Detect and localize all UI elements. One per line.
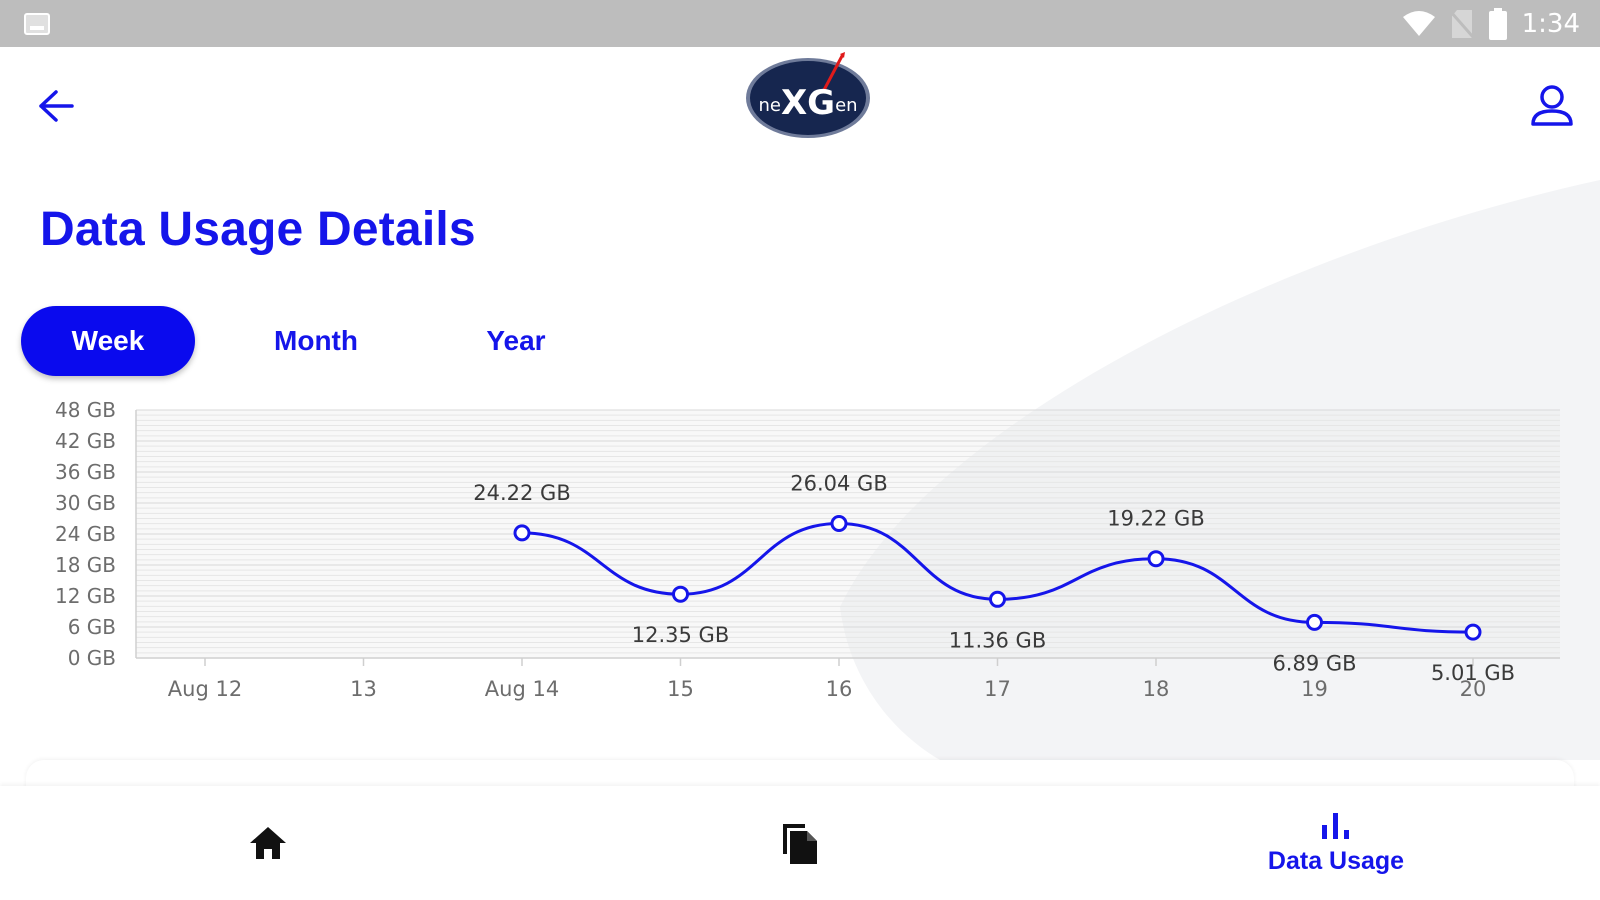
y-tick-label: 12 GB (55, 584, 116, 608)
bottom-nav-bar: Data Usage (0, 786, 1600, 900)
y-tick-label: 0 GB (68, 646, 116, 670)
x-tick-label: Aug 12 (168, 677, 242, 701)
tab-month[interactable]: Month (274, 325, 358, 356)
chart-axes (135, 410, 1560, 659)
y-axis-ticks: 0 GB 6 GB 12 GB 18 GB 24 GB 30 GB 36 GB 42 GB 48… (55, 400, 116, 670)
data-label: 6.89 GB (1272, 651, 1356, 675)
data-point (513, 524, 531, 542)
nav-home[interactable] (208, 786, 328, 900)
content-card-edge (26, 760, 1574, 790)
tab-week[interactable]: Week (21, 306, 195, 376)
x-axis-ticks: Aug 12 13 Aug 14 15 16 17 18 19 20 (168, 658, 1487, 701)
logo-text-right: en (835, 95, 858, 116)
documents-icon (783, 824, 817, 864)
y-tick-label: 48 GB (55, 400, 116, 422)
x-tick-label: 15 (667, 677, 694, 701)
y-tick-label: 18 GB (55, 553, 116, 577)
data-label: 11.36 GB (949, 628, 1046, 652)
data-point (672, 585, 689, 603)
page-title: Data Usage Details (40, 203, 476, 256)
x-tick-label: 19 (1301, 677, 1328, 701)
y-tick-label: 24 GB (55, 522, 116, 546)
x-tick-label: Aug 14 (485, 677, 559, 701)
data-point (1306, 613, 1323, 631)
nav-data-usage[interactable]: Data Usage (1236, 786, 1436, 900)
data-point (1464, 623, 1482, 641)
data-label: 19.22 GB (1107, 507, 1204, 531)
x-tick-label: 20 (1460, 677, 1487, 701)
nav-documents[interactable] (740, 786, 860, 900)
nexgen-logo: neXGen (744, 52, 872, 140)
status-bar: 1:34 (0, 0, 1600, 47)
gallery-notification-icon (24, 13, 50, 35)
x-tick-label: 13 (350, 677, 377, 701)
y-tick-label: 6 GB (68, 615, 116, 639)
data-label: 26.04 GB (790, 471, 887, 495)
logo-text-main: XG (780, 83, 836, 123)
background-shape (840, 180, 1600, 760)
x-tick-label: 17 (984, 677, 1011, 701)
data-point (989, 590, 1006, 608)
data-label: 12.35 GB (632, 623, 729, 647)
data-points (513, 514, 1482, 641)
data-usage-chart: 0 GB 6 GB 12 GB 18 GB 24 GB 30 GB 36 GB 42 GB 48… (55, 400, 1560, 701)
back-button[interactable] (34, 84, 78, 128)
nav-data-usage-label: Data Usage (1267, 846, 1405, 875)
data-label: 5.01 GB (1431, 661, 1515, 685)
chart-grid (136, 409, 1560, 659)
user-icon (1531, 85, 1573, 126)
battery-icon (1488, 7, 1507, 40)
y-tick-label: 42 GB (55, 429, 116, 453)
bar-chart-icon (1322, 812, 1349, 839)
y-tick-label: 36 GB (55, 460, 116, 484)
x-tick-label: 18 (1143, 677, 1170, 701)
profile-button[interactable] (1526, 80, 1578, 132)
wifi-icon (1402, 10, 1435, 36)
no-sim-icon (1449, 9, 1474, 38)
x-tick-label: 16 (826, 677, 853, 701)
arrow-left-icon (39, 90, 74, 122)
y-tick-label: 30 GB (55, 491, 116, 515)
data-labels: 24.22 GB 12.35 GB 26.04 GB 11.36 GB 19.22 GB… (473, 471, 1515, 685)
status-time: 1:34 (1521, 8, 1580, 39)
logo-text-left: ne (758, 95, 781, 116)
data-point (830, 514, 848, 532)
bottom-navigation: Data Usage (0, 760, 1600, 900)
data-point (1147, 550, 1165, 568)
status-icons: 1:34 (1402, 0, 1580, 47)
home-icon (250, 827, 286, 859)
tab-year[interactable]: Year (486, 325, 546, 356)
data-label: 24.22 GB (473, 481, 570, 505)
